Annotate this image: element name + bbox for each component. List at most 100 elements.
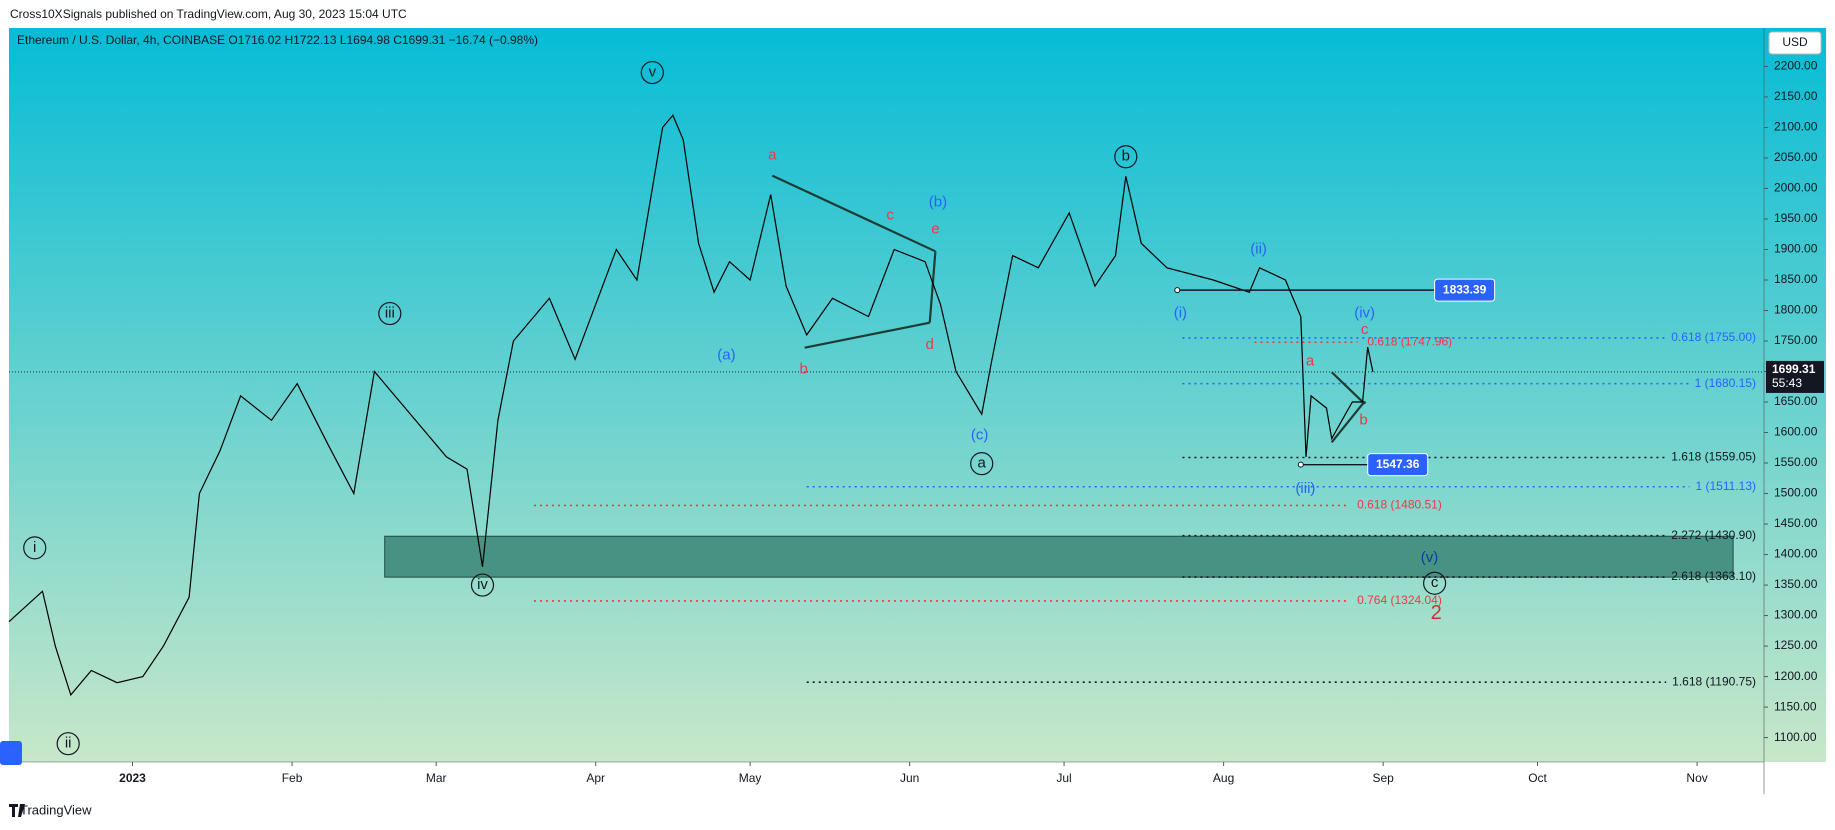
wave-label: e (931, 220, 939, 237)
y-tick-label: 2000.00 (1774, 181, 1818, 195)
plot: 1833.391547.36viiiiiiivabc(a)(b)(c)(i)(i… (8, 60, 1764, 756)
wave-circle (56, 732, 80, 756)
wave-label: a (1306, 353, 1315, 370)
plot-background (9, 28, 1826, 762)
side-badge (0, 741, 22, 765)
wave-label: b (1359, 411, 1367, 428)
y-tick-label: 1550.00 (1774, 455, 1818, 469)
price-box-label: 1547.36 (1376, 457, 1420, 471)
wave-label: c (886, 206, 894, 223)
currency-button[interactable] (1768, 31, 1822, 55)
wave-label: (b) (929, 193, 947, 210)
zone (384, 535, 1734, 578)
currency-label: USD (1782, 35, 1808, 49)
y-tick-label: 2100.00 (1774, 120, 1818, 134)
x-tick-label: Jul (1056, 771, 1071, 785)
y-tick-label: 1850.00 (1774, 272, 1818, 286)
wave-label: (c) (971, 427, 989, 444)
y-tick-label: 1500.00 (1774, 486, 1818, 500)
fib-label: 1 (1680.15) (1695, 376, 1756, 390)
price-box (1367, 453, 1429, 477)
y-tick-label: 1200.00 (1774, 669, 1818, 683)
wave-label: (a) (717, 347, 735, 364)
x-tick-label: Sep (1372, 771, 1394, 785)
wave-circle (1423, 571, 1447, 595)
anchor (1297, 461, 1304, 468)
x-tick-label: Nov (1686, 771, 1707, 785)
wave-label: 2 (1431, 602, 1442, 624)
x-tick-label: Feb (282, 771, 303, 785)
y-tick-label: 2200.00 (1774, 59, 1818, 73)
y-tick-label: 1600.00 (1774, 425, 1818, 439)
wave-label: (i) (1174, 305, 1187, 322)
x-tick-label: Apr (586, 771, 605, 785)
wave-label: (iv) (1354, 305, 1375, 322)
last-price-box (1766, 360, 1824, 393)
fib-label: 2.618 (1363.10) (1671, 569, 1756, 583)
fib-label: 0.618 (1755.00) (1671, 330, 1756, 344)
y-tick-label: 1250.00 (1774, 638, 1818, 652)
wave-label: a (978, 455, 987, 472)
y-tick-label: 1950.00 (1774, 211, 1818, 225)
wave-label: c (1431, 574, 1439, 591)
wave-label: v (649, 64, 657, 81)
wave-label: iv (477, 576, 488, 593)
y-tick-label: 2150.00 (1774, 89, 1818, 103)
wave-label: b (799, 361, 807, 378)
price-box-label: 1833.39 (1443, 282, 1487, 296)
fib-label: 0.618 (1747.96) (1367, 334, 1452, 348)
y-tick-label: 1450.00 (1774, 516, 1818, 530)
trend-line (804, 321, 930, 349)
fib-label: 1.618 (1190.75) (1672, 674, 1756, 688)
wave-label: ii (65, 735, 72, 752)
fib-label: 0.764 (1324.04) (1357, 593, 1442, 607)
trend-line (1330, 400, 1366, 443)
wave-label: (iii) (1295, 480, 1315, 497)
wave-label: a (768, 146, 777, 163)
y-tick-label: 1650.00 (1774, 394, 1818, 408)
x-tick-label: Jun (900, 771, 919, 785)
fib-label: 2.272 (1430.90) (1671, 528, 1756, 542)
y-tick-label: 1300.00 (1774, 608, 1818, 622)
y-tick-label: 2050.00 (1774, 150, 1818, 164)
trend-line (1330, 371, 1366, 405)
x-tick-label: 2023 (119, 771, 146, 785)
footer: TradingView (20, 802, 92, 817)
wave-label: d (926, 336, 934, 353)
y-tick-label: 1400.00 (1774, 547, 1818, 561)
y-tick-label: 1100.00 (1774, 730, 1817, 744)
last-price-label: 1699.31 (1772, 362, 1816, 376)
trend-line (928, 251, 937, 323)
y-tick-label: 1750.00 (1774, 333, 1818, 347)
x-tick-label: Mar (426, 771, 447, 785)
wave-label: (ii) (1250, 240, 1267, 257)
anchor (1174, 287, 1181, 294)
wave-circle (640, 60, 664, 85)
wave-circle (23, 536, 47, 560)
fib-label: 0.618 (1480.51) (1357, 498, 1442, 512)
y-tick-label: 1800.00 (1774, 303, 1818, 317)
wave-label: i (33, 539, 36, 556)
x-tick-label: Aug (1213, 771, 1234, 785)
fib-label: 1 (1511.13) (1696, 479, 1757, 493)
countdown: 55:43 (1772, 376, 1802, 390)
y-tick-label: 1350.00 (1774, 577, 1818, 591)
y-tick-label: 1900.00 (1774, 242, 1818, 256)
wave-circle (1114, 145, 1138, 169)
price-line (8, 114, 1374, 697)
wave-circle (378, 301, 402, 326)
x-tick-label: May (739, 771, 762, 785)
wave-label: (v) (1421, 549, 1439, 566)
symbol-line: Ethereum / U.S. Dollar, 4h, COINBASE O17… (17, 33, 538, 47)
price-box (1434, 278, 1496, 302)
x-tick-label: Oct (1528, 771, 1547, 785)
fib-label: 1.618 (1559.05) (1671, 450, 1756, 464)
trend-line (771, 174, 936, 253)
time-axis-bg (9, 762, 1826, 794)
wave-label: iii (385, 305, 395, 322)
wave-label: c (1361, 321, 1369, 338)
wave-label: b (1122, 148, 1130, 165)
header: Cross10XSignals published on TradingView… (10, 7, 407, 21)
